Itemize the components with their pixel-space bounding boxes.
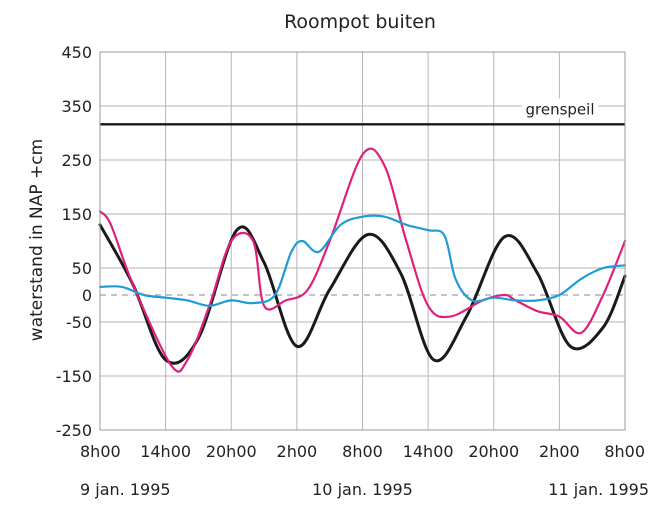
y-tick-label: 450 bbox=[61, 43, 92, 62]
date-labels: 9 jan. 1995 10 jan. 1995 11 jan. 1995 bbox=[80, 480, 649, 499]
x-tick-label: 20h00 bbox=[206, 442, 257, 461]
series-line-1 bbox=[98, 223, 627, 365]
x-tick-label: 20h00 bbox=[468, 442, 519, 461]
grenspeil-label: grenspeil bbox=[526, 100, 595, 118]
x-tick-label: 14h00 bbox=[140, 442, 191, 461]
y-tick-labels: 450 350 250 150 50 0 -50 -150 -250 bbox=[56, 43, 92, 440]
y-tick-label: 250 bbox=[61, 151, 92, 170]
series-line-2 bbox=[98, 147, 627, 373]
y-tick-label: 50 bbox=[72, 259, 92, 278]
date-label: 9 jan. 1995 bbox=[80, 480, 171, 499]
x-tick-labels: 8h00 14h00 20h00 2h00 8h00 14h00 20h00 2h00 8h00 bbox=[80, 442, 645, 461]
x-tick-label: 8h00 bbox=[80, 442, 121, 461]
plot-frame bbox=[99, 51, 626, 431]
chart-title: Roompot buiten bbox=[284, 11, 436, 33]
date-label: 11 jan. 1995 bbox=[548, 480, 649, 499]
grenspeil-label-background bbox=[522, 98, 598, 119]
y-axis-label: waterstand in NAP +cm bbox=[27, 139, 47, 341]
series-line-3 bbox=[98, 214, 627, 307]
x-tick-label: 8h00 bbox=[604, 442, 645, 461]
x-tick-label: 14h00 bbox=[403, 442, 454, 461]
y-tick-label: -250 bbox=[56, 421, 92, 440]
y-tick-label: 0 bbox=[82, 286, 92, 305]
y-tick-label: 150 bbox=[61, 205, 92, 224]
x-tick-label: 2h00 bbox=[277, 442, 318, 461]
x-tick-label: 8h00 bbox=[342, 442, 383, 461]
y-tick-label: 350 bbox=[61, 97, 92, 116]
y-tick-label: -50 bbox=[66, 313, 92, 332]
date-label: 10 jan. 1995 bbox=[312, 480, 413, 499]
reference-line-group: grenspeil bbox=[100, 98, 625, 126]
y-tick-label: -150 bbox=[56, 367, 92, 386]
series-group bbox=[98, 147, 627, 373]
x-tick-label: 2h00 bbox=[539, 442, 580, 461]
